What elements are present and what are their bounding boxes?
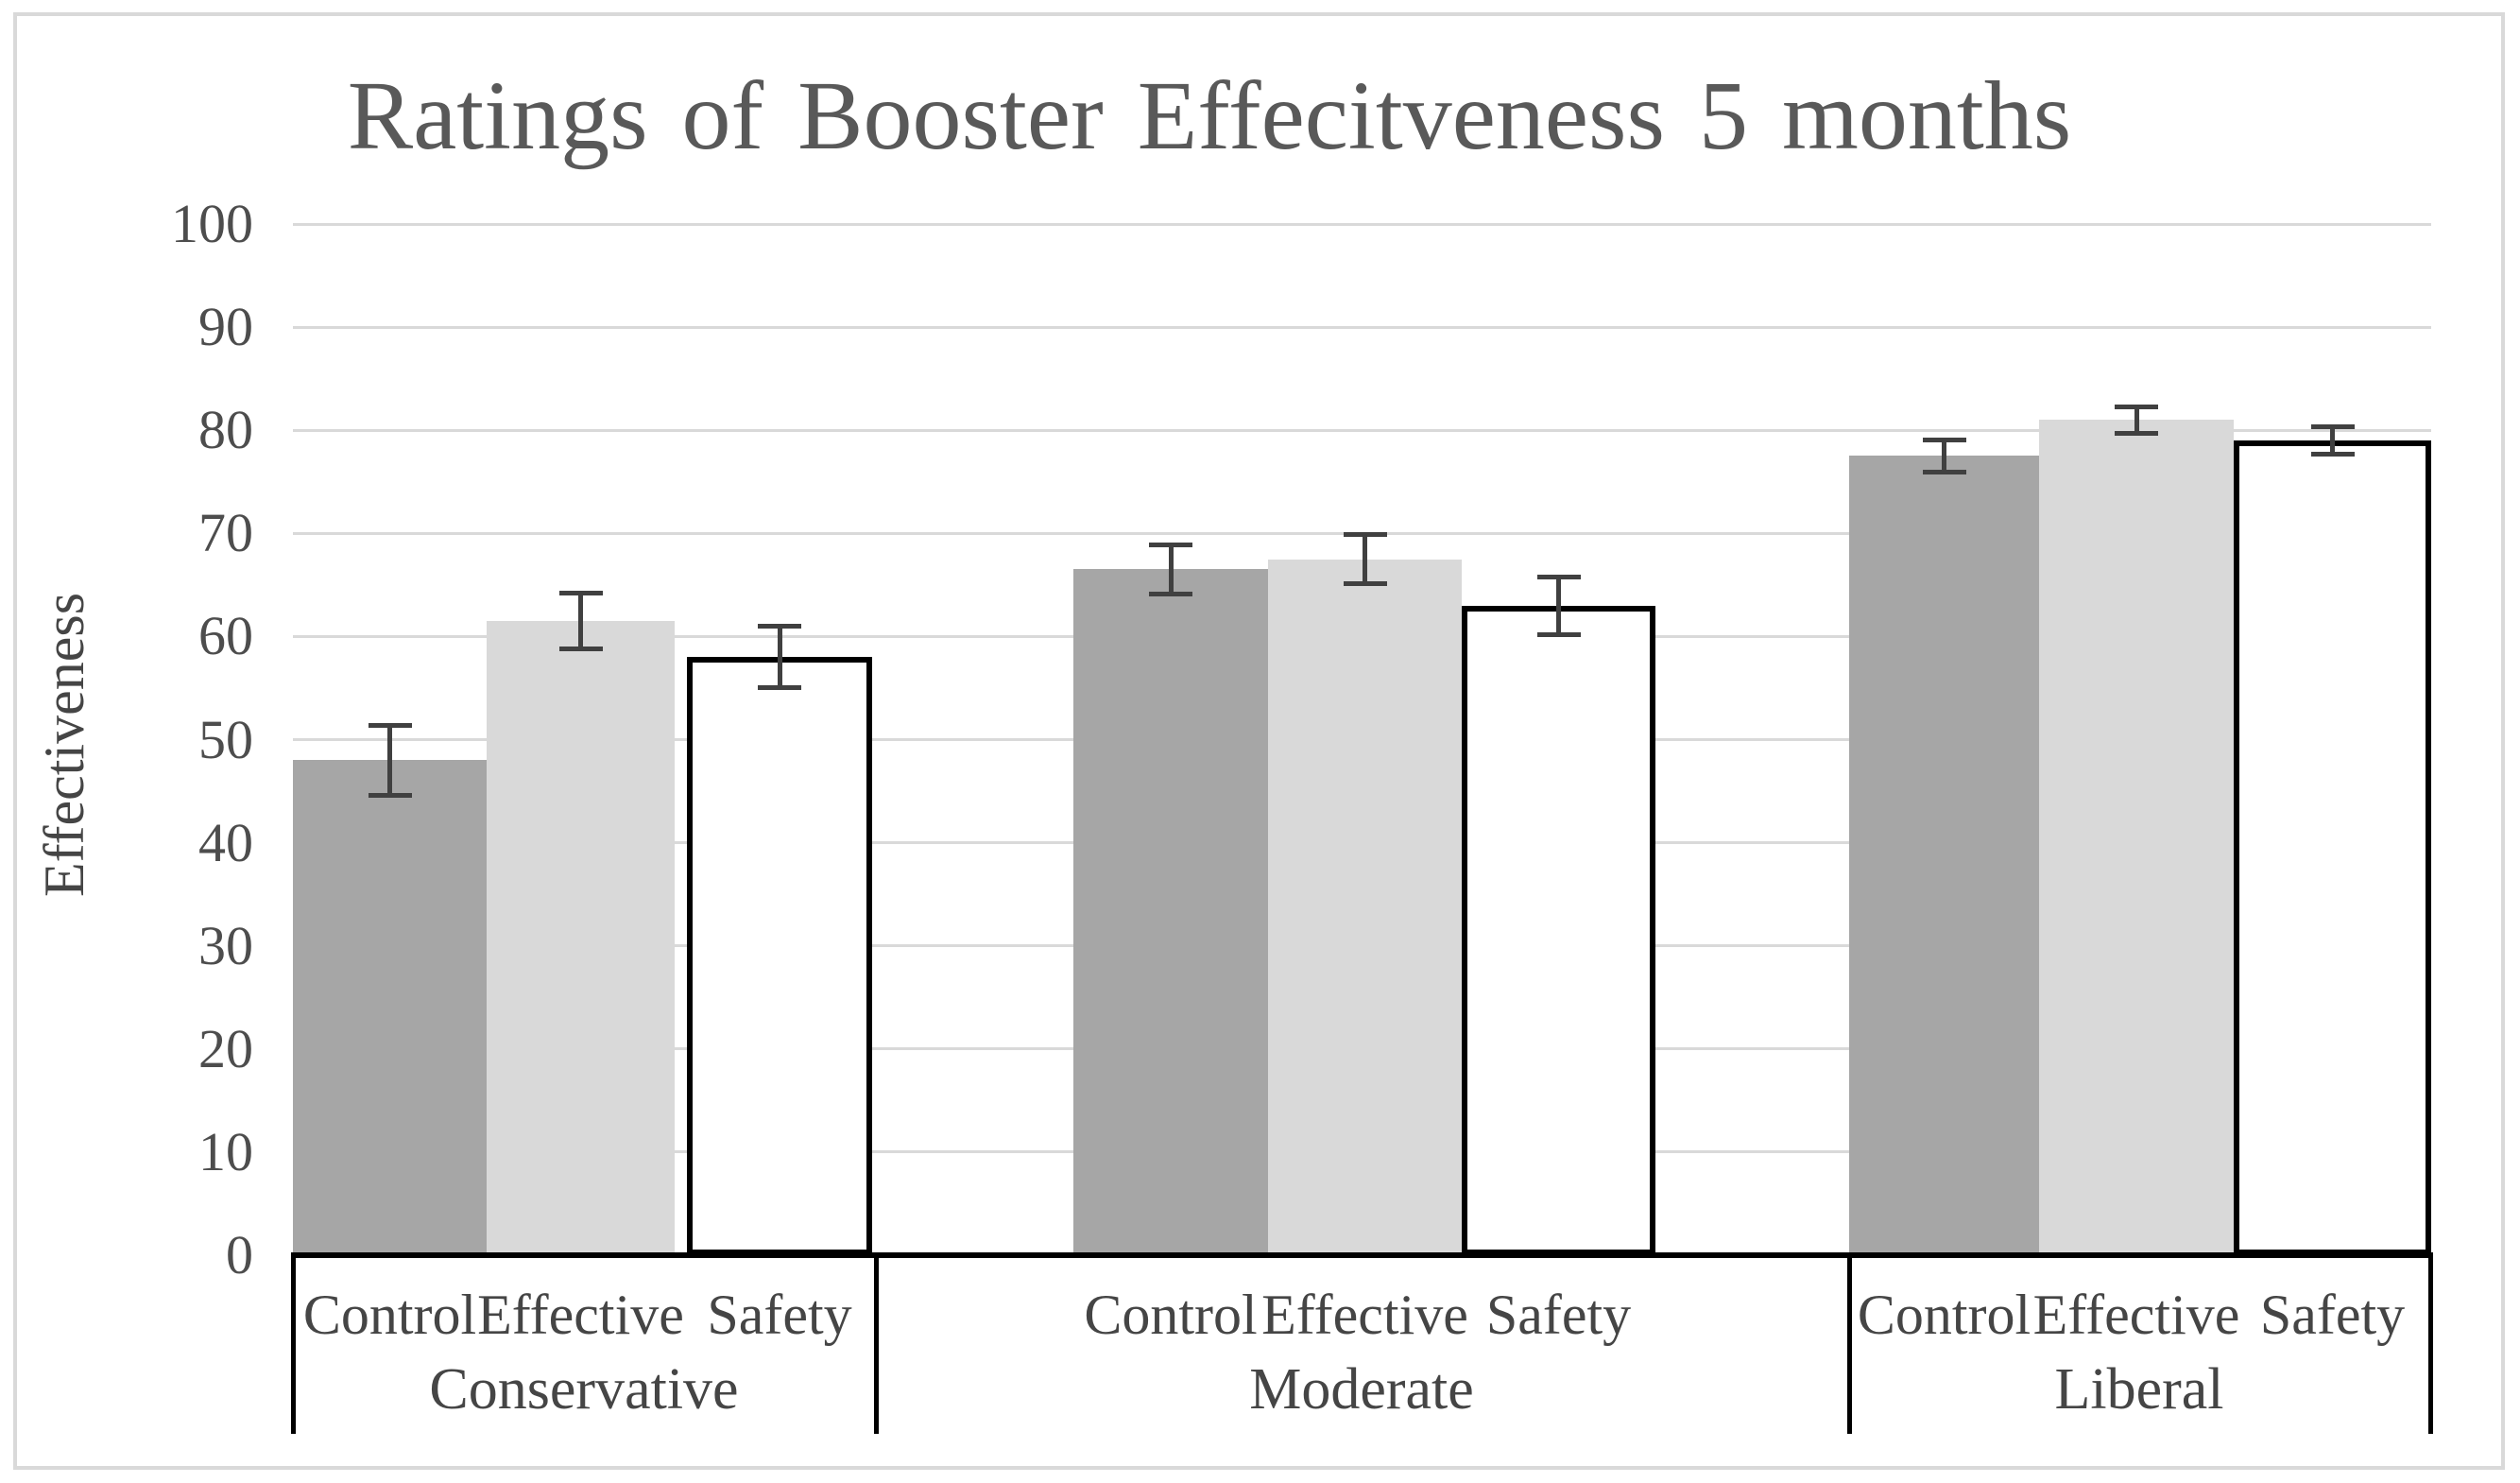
error-bar-cap-liberal-control-low [1922,470,1966,475]
chart-title: Ratings of Booster Effecitveness 5 month… [347,61,2072,170]
error-bar-conservative-control [387,725,392,796]
series-label-conservative-control: Control [302,1284,477,1346]
error-bar-cap-conservative-safety-high [758,623,801,629]
bar-liberal-effective [2039,420,2234,1255]
error-bar-cap-liberal-control-high [1922,437,1966,442]
y-tick-label-40: 40 [198,811,253,873]
y-tick-label-90: 90 [198,296,253,358]
y-tick-label-50: 50 [198,708,253,770]
gridline-80 [293,428,2431,432]
y-tick-label-70: 70 [198,502,253,564]
error-bar-conservative-safety [777,626,782,688]
error-bar-cap-conservative-effective-high [558,591,603,596]
error-bar-cap-liberal-effective-high [2115,404,2158,409]
error-bar-cap-liberal-safety-high [2310,424,2355,430]
error-bar-cap-moderate-control-high [1149,542,1192,547]
series-label-liberal-control: Control [1857,1284,2031,1346]
series-label-moderate-safety: Safety [1485,1284,1632,1346]
y-tick-label-20: 20 [198,1017,253,1079]
bar-moderate-control [1073,569,1268,1255]
y-tick-label-0: 0 [226,1224,253,1285]
error-bar-cap-moderate-safety-low [1536,631,1581,637]
error-bar-cap-liberal-effective-low [2115,430,2158,436]
error-bar-liberal-effective [2134,406,2139,434]
y-tick-label-80: 80 [198,399,253,461]
error-bar-liberal-control [1942,440,1946,473]
bar-moderate-effective [1268,559,1462,1255]
error-bar-moderate-safety [1556,577,1561,635]
series-label-liberal-effective: Effective [2032,1284,2240,1346]
series-label-conservative-safety: Safety [707,1284,852,1346]
bar-conservative-control [293,760,487,1255]
series-label-moderate-control: Control [1084,1284,1258,1346]
bar-liberal-safety [2234,440,2431,1255]
bar-liberal-control [1849,456,2039,1255]
error-bar-cap-moderate-effective-high [1343,531,1387,537]
series-label-conservative-effective: Effective [477,1284,684,1346]
gridline-90 [293,325,2431,329]
series-label-liberal-safety: Safety [2259,1284,2406,1346]
error-bar-cap-moderate-effective-low [1343,581,1387,587]
error-bar-moderate-control [1168,544,1174,595]
series-label-moderate-effective: Effective [1261,1284,1468,1346]
bar-conservative-safety [687,657,872,1255]
error-bar-cap-conservative-control-low [368,792,412,798]
gridline-100 [293,222,2431,226]
category-divider-0 [291,1253,296,1434]
group-label-moderate: Moderate [1249,1357,1474,1422]
category-divider-3 [2428,1253,2433,1434]
error-bar-cap-moderate-safety-high [1536,574,1581,579]
category-divider-2 [1847,1253,1852,1434]
error-bar-cap-conservative-control-high [368,722,412,728]
group-label-conservative: Conservative [429,1357,739,1422]
error-bar-cap-conservative-effective-low [558,646,603,651]
error-bar-cap-conservative-safety-low [758,685,801,691]
y-tick-label-30: 30 [198,914,253,976]
error-bar-liberal-safety [2330,426,2335,455]
error-bar-cap-moderate-control-low [1149,592,1192,597]
bar-conservative-effective [487,621,675,1255]
x-axis-line [291,1252,2433,1258]
error-bar-cap-liberal-safety-low [2310,451,2355,457]
category-divider-1 [874,1253,879,1434]
y-tick-label-60: 60 [198,605,253,667]
bar-moderate-safety [1462,605,1655,1255]
error-bar-conservative-effective [578,593,583,649]
y-tick-label-10: 10 [198,1120,253,1182]
error-bar-moderate-effective [1363,534,1367,584]
y-tick-label-100: 100 [171,193,253,254]
group-label-liberal: Liberal [2054,1357,2224,1422]
